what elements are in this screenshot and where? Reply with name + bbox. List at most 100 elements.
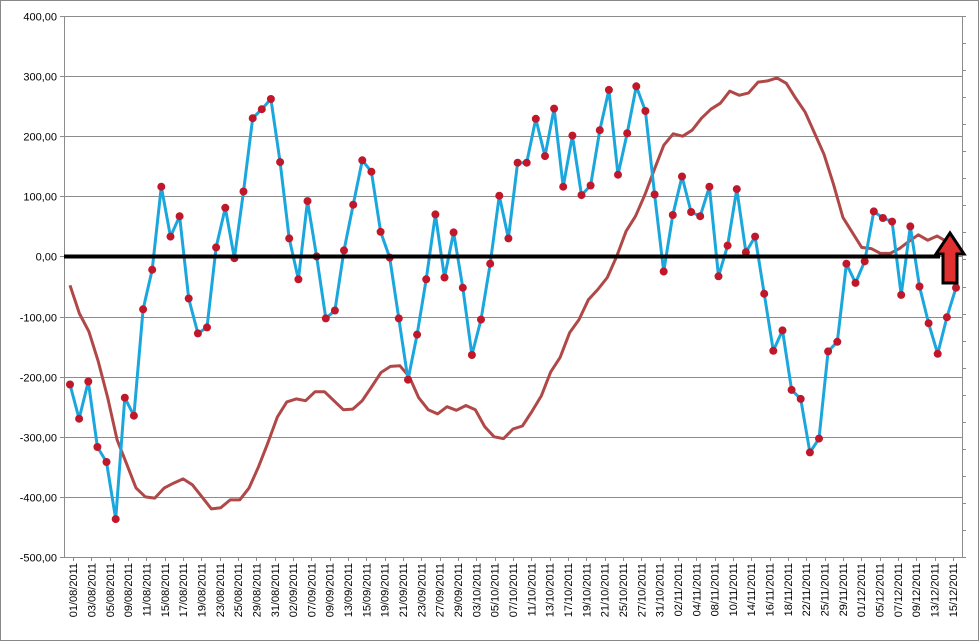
data-point: [129, 411, 138, 420]
x-tick-label: 13/09/2011: [343, 563, 355, 617]
x-tick-label: 27/09/2011: [435, 563, 447, 617]
data-point: [239, 187, 248, 196]
data-point: [175, 212, 184, 221]
data-point: [915, 282, 924, 291]
x-tick-label: 17/08/2011: [178, 563, 190, 617]
y-tick-label: -400,00: [20, 493, 57, 505]
data-point: [340, 246, 348, 255]
x-tick-label: 29/09/2011: [453, 563, 465, 617]
data-point: [303, 197, 312, 206]
x-tick-label: 29/08/2011: [251, 563, 263, 617]
data-point: [449, 228, 458, 237]
data-point: [531, 114, 540, 123]
y-tick-label: -500,00: [20, 553, 57, 565]
x-tick-label: 01/12/2011: [856, 563, 868, 617]
data-point: [732, 185, 741, 194]
data-point: [860, 257, 869, 266]
data-point: [559, 182, 568, 191]
x-tick-label: 27/10/2011: [636, 563, 648, 617]
data-point: [952, 283, 960, 292]
x-tick-label: 10/11/2011: [728, 563, 740, 616]
x-tick-label: 11/08/2011: [141, 563, 153, 616]
y-tick-label: 300,00: [23, 72, 57, 84]
data-point: [358, 156, 367, 165]
y-tick-label: -200,00: [20, 373, 57, 385]
x-tick-label: 31/10/2011: [655, 563, 667, 617]
data-point: [778, 326, 787, 335]
data-point: [604, 85, 613, 94]
data-point: [595, 126, 604, 135]
x-tick-label: 07/10/2011: [508, 563, 520, 617]
data-point: [933, 349, 942, 358]
x-tick-label: 07/12/2011: [893, 563, 905, 617]
data-point: [486, 259, 495, 268]
data-point: [431, 210, 440, 219]
data-point: [824, 347, 833, 356]
data-point: [696, 212, 705, 221]
data-point: [75, 414, 84, 423]
data-point: [221, 203, 230, 212]
y-tick-label: 100,00: [23, 192, 57, 204]
data-point: [577, 191, 586, 200]
data-point: [641, 107, 650, 115]
data-point: [84, 377, 93, 386]
data-point: [614, 170, 622, 179]
x-tick-label: 17/10/2011: [563, 563, 575, 617]
data-point: [111, 515, 120, 524]
data-point: [650, 190, 659, 199]
up-arrow-icon: [933, 230, 967, 285]
x-tick-label: 25/10/2011: [618, 563, 630, 617]
x-tick-label: 18/11/2011: [783, 563, 795, 616]
arrow-shape: [933, 230, 967, 285]
x-tick-label: 09/12/2011: [911, 563, 923, 617]
x-tick-label: 01/08/2011: [68, 563, 80, 617]
x-tick-label: 19/08/2011: [196, 563, 208, 617]
x-tick-label: 05/12/2011: [875, 563, 887, 617]
data-point: [102, 458, 111, 466]
series-line: [68, 84, 958, 521]
data-point: [193, 329, 202, 338]
data-point: [139, 305, 148, 314]
data-point: [851, 278, 860, 287]
x-tick-label: 09/08/2011: [123, 563, 135, 617]
data-point: [148, 265, 157, 274]
x-tick-label: 05/10/2011: [490, 563, 502, 617]
y-tick-label: -300,00: [20, 433, 57, 445]
data-point: [467, 351, 476, 359]
data-point: [705, 182, 714, 191]
axes: [64, 16, 966, 558]
x-tick-label: 19/10/2011: [581, 563, 593, 617]
x-tick-label: 08/11/2011: [710, 563, 722, 616]
data-point: [632, 82, 641, 91]
x-tick-label: 19/09/2011: [380, 563, 392, 617]
x-tick-label: 21/10/2011: [600, 563, 612, 617]
data-point: [586, 181, 595, 190]
data-point: [678, 172, 686, 181]
data-point: [285, 234, 294, 243]
x-tick-label: 14/11/2011: [746, 563, 758, 616]
data-point: [906, 222, 915, 231]
data-point: [276, 158, 285, 167]
data-point: [166, 232, 175, 241]
x-tick-label: 15/08/2011: [160, 563, 172, 617]
data-point: [942, 313, 951, 322]
data-point: [257, 105, 266, 114]
x-tick-label: 22/11/2011: [801, 563, 813, 616]
x-tick-label: 15/09/2011: [361, 563, 373, 617]
data-point: [513, 158, 522, 167]
data-point: [741, 248, 750, 257]
series-2: [68, 76, 958, 511]
data-point: [120, 393, 129, 402]
data-point: [751, 232, 760, 241]
data-point: [321, 314, 330, 323]
x-tick-label: 29/11/2011: [838, 563, 850, 616]
data-point: [248, 114, 257, 123]
data-point: [659, 267, 668, 276]
data-point: [668, 211, 677, 219]
y-axis-tick-labels: 400,00 300,00 200,00 100,00 0,00 -100,00 -200,…: [20, 12, 57, 565]
data-point: [787, 385, 796, 394]
series-1: [66, 82, 960, 524]
data-point: [522, 158, 531, 167]
